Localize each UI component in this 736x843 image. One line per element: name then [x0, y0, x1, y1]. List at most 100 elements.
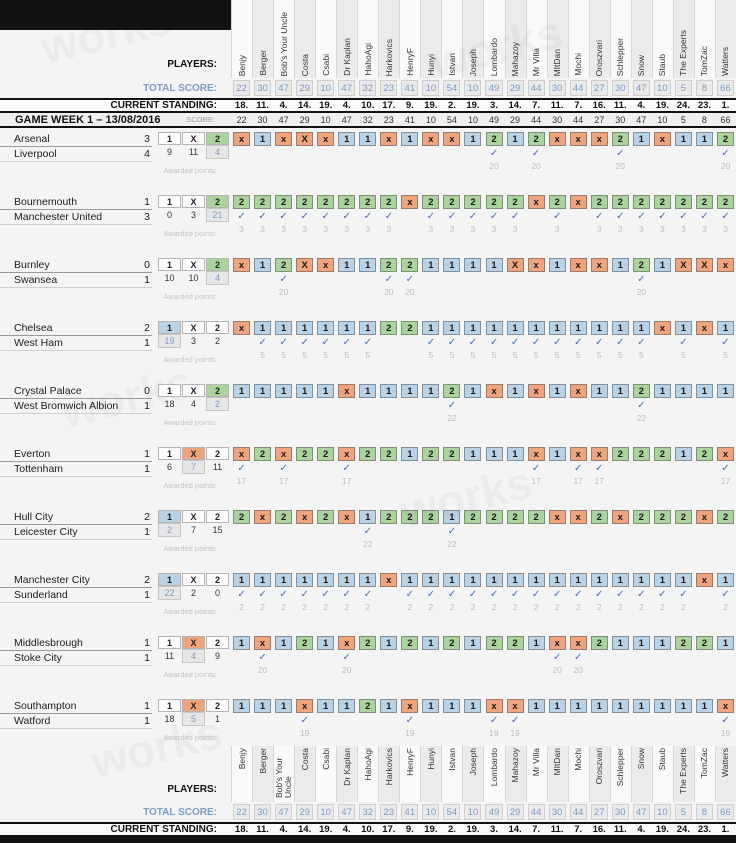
pick-cell: x — [380, 132, 398, 146]
header-total-score-grid: 22 30 47 29 10 47 32 23 41 10 54 10 49 29 44 30 44 27 30 47… — [231, 79, 736, 97]
pick-column: 2 — [231, 510, 252, 557]
pick-column: 2 ✓ 20 — [631, 258, 652, 305]
pick-cell: x — [338, 447, 356, 461]
standing-cell: 4. — [637, 824, 646, 835]
correct-pick-check-icon: ✓ — [510, 337, 520, 348]
awarded-points-value: 17 — [341, 476, 352, 486]
total-score-cell: 47 — [275, 80, 293, 96]
pick-cell: 1 — [695, 132, 713, 146]
pick-cell: 2 — [674, 510, 692, 524]
pick-column: 1 ✓ 2 — [568, 573, 589, 620]
pick-column: 2 ✓ 22 — [631, 384, 652, 431]
pick-column: 1 — [399, 447, 420, 494]
correct-pick-check-icon: ✓ — [679, 589, 688, 600]
total-score-cell: 32 — [359, 804, 377, 820]
correct-pick-check-icon: ✓ — [700, 211, 709, 222]
player-name: Oroszvari — [594, 748, 605, 785]
pick-cell: 2 — [275, 195, 293, 209]
pick-cell: x — [422, 132, 440, 146]
pick-column: x ✓ 17 — [589, 447, 610, 494]
awarded-points-label: Awarded points: — [163, 733, 217, 742]
player-column: Csabi — [315, 0, 337, 78]
pick-cell: 1 — [485, 258, 503, 272]
outcome-header-cell: X — [182, 573, 205, 586]
pick-column: 1 ✓ 2 — [420, 573, 441, 620]
pick-column: 1 ✓ 5 — [547, 321, 568, 368]
week-score-cell: 29 — [510, 114, 521, 125]
pick-column: x — [399, 195, 420, 242]
awarded-points-label: Awarded points: — [163, 481, 217, 490]
player-name: The Experts — [678, 748, 689, 794]
pick-column: 1 ✓ 5 — [315, 321, 336, 368]
pick-cell: 1 — [338, 573, 356, 587]
pick-cell: x — [653, 321, 671, 335]
player-column: Hunyi — [420, 0, 442, 78]
outcome-count-cell: 11 — [188, 147, 199, 157]
player-name: HahoAgi — [362, 748, 373, 781]
player-column: Bob's Your Uncle — [273, 0, 295, 78]
pick-column: 1 — [357, 384, 378, 431]
pick-column: x ✓ 20 — [252, 636, 273, 683]
pick-column: 2 — [252, 447, 273, 494]
fixture: Crystal Palace 0 West Bromwich Albion 1 — [0, 384, 152, 414]
pick-column: 2 ✓ 3 — [441, 195, 462, 242]
pick-cell: 2 — [317, 195, 335, 209]
pick-column: 2 ✓ 20 — [399, 258, 420, 305]
player-name: HenryF — [404, 48, 415, 76]
home-team-row: Burnley 0 — [0, 258, 152, 273]
pick-cell: 2 — [632, 447, 650, 461]
player-column: Mahazoy — [504, 746, 526, 802]
correct-pick-check-icon: ✓ — [321, 589, 330, 600]
outcome-header-cell: 1 — [158, 636, 181, 649]
pick-cell: 2 — [590, 510, 608, 524]
correct-pick-check-icon: ✓ — [489, 148, 499, 159]
player-column: Benjy — [231, 746, 253, 802]
correct-pick-check-icon: ✓ — [595, 337, 604, 348]
pick-column: 1 — [315, 384, 336, 431]
outcome-count-cell: 11 — [164, 651, 175, 661]
outcome-header-cell: 2 — [206, 510, 229, 523]
pick-cell: x — [548, 510, 566, 524]
pick-cell: x — [338, 510, 356, 524]
correct-pick-check-icon: ✓ — [510, 211, 520, 222]
pick-cell: 1 — [611, 573, 629, 587]
correct-pick-check-icon: ✓ — [510, 589, 520, 600]
pick-column: 2 ✓ 3 — [547, 195, 568, 242]
pick-cell: 2 — [527, 510, 545, 524]
awarded-points-value: 2 — [533, 602, 539, 612]
week-score-cell: 22 — [236, 114, 247, 125]
pick-cell: 2 — [485, 510, 503, 524]
awarded-points-value: 2 — [239, 602, 244, 612]
player-column: The Experts — [672, 746, 694, 802]
pick-cell: 1 — [464, 384, 482, 398]
footer-total-score-grid: 22 30 47 29 10 47 32 23 41 10 54 10 49 29 44 30 44 27 30 47… — [231, 803, 736, 821]
pick-column: 2 ✓ 3 — [315, 195, 336, 242]
pick-column: 1 — [547, 447, 568, 494]
pick-column: x ✓ 20 — [568, 636, 589, 683]
pick-column: 2 — [294, 447, 315, 494]
week-score-cell: 10 — [320, 114, 331, 125]
total-score-cell: 30 — [254, 80, 272, 96]
home-team-row: Chelsea 2 — [0, 321, 152, 336]
awarded-points-value: 3 — [281, 224, 286, 234]
awarded-points-value: 5 — [281, 350, 286, 360]
pick-column: 1 ✓ 2 — [441, 573, 462, 620]
player-name: Dr Kaplan — [341, 748, 352, 786]
pick-column: 1 — [252, 384, 273, 431]
pick-column: 1 ✓ 5 — [505, 321, 526, 368]
pick-column: 2 — [505, 636, 526, 683]
week-score-cell: 47 — [278, 114, 289, 125]
outcome-count-cell: 2 — [214, 336, 220, 346]
pick-column: 2 — [694, 636, 715, 683]
match-block: Southampton 1 Watford 1 1 X 2 18 5 1 Awarded point… — [0, 699, 736, 746]
fixture: Chelsea 2 West Ham 1 — [0, 321, 152, 351]
pick-column: X — [294, 258, 315, 305]
standing-cell: 10. — [361, 100, 375, 111]
pick-cell: x — [317, 258, 335, 272]
pick-column: 1 — [505, 384, 526, 431]
awarded-points-value: 3 — [449, 224, 455, 234]
outcome-header-cell: X — [182, 384, 205, 397]
player-column: Bob's Your Uncle — [273, 746, 295, 802]
